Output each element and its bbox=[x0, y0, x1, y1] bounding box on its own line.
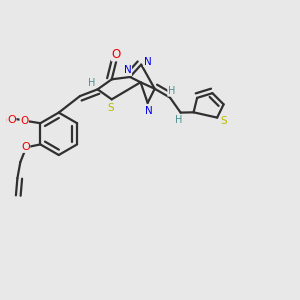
Text: H: H bbox=[176, 115, 183, 125]
Text: O: O bbox=[112, 48, 121, 61]
Text: H: H bbox=[168, 86, 175, 96]
Text: O: O bbox=[20, 116, 28, 126]
Text: S: S bbox=[220, 116, 227, 126]
Text: O: O bbox=[7, 115, 16, 125]
Text: O: O bbox=[21, 142, 30, 152]
Text: S: S bbox=[108, 103, 114, 112]
Text: N: N bbox=[144, 57, 152, 67]
Text: N: N bbox=[145, 106, 153, 116]
Text: O: O bbox=[5, 116, 14, 126]
Text: H: H bbox=[88, 78, 95, 88]
Text: N: N bbox=[124, 65, 131, 76]
